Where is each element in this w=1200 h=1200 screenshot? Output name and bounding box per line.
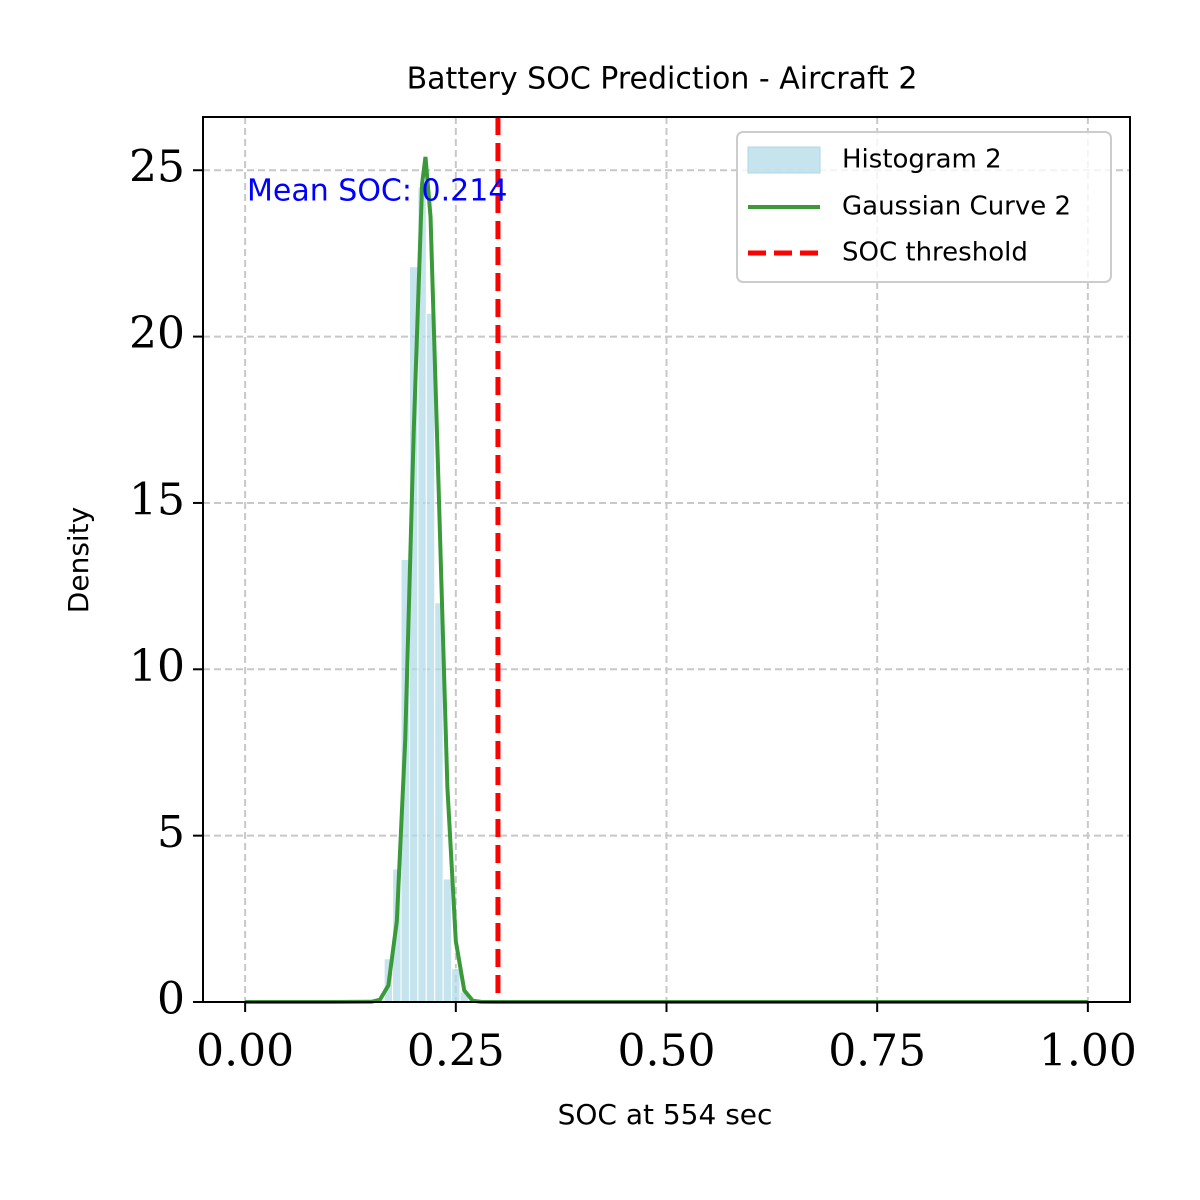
annotation: Mean SOC: 0.214 (247, 174, 507, 209)
gaussian-curve (245, 156, 1088, 1004)
chart-title: Battery SOC Prediction - Aircraft 2 (407, 62, 918, 97)
histogram-bar (442, 878, 453, 1003)
plot-frame (202, 116, 1131, 1003)
legend-label: Gaussian Curve 2 (842, 192, 1071, 222)
x-tick-label: 1.00 (1039, 1026, 1137, 1077)
y-axis-label: Density (62, 507, 95, 613)
histogram-bar (425, 312, 436, 1003)
x-axis-label: SOC at 554 sec (558, 1098, 773, 1131)
y-tick-label: 25 (129, 142, 185, 193)
y-tick-label: 0 (157, 974, 185, 1025)
y-tick-label: 10 (129, 641, 185, 692)
y-tick-label: 15 (129, 474, 185, 525)
y-tick-label: 20 (129, 308, 185, 359)
legend-label: Histogram 2 (842, 145, 1002, 175)
x-tick-label: 0.25 (407, 1026, 505, 1077)
x-tick-label: 0.50 (618, 1026, 716, 1077)
histogram-bar (451, 968, 461, 1003)
x-tick-label: 0.00 (196, 1026, 294, 1077)
legend-label: SOC threshold (842, 238, 1028, 268)
x-tick-label: 0.75 (828, 1026, 926, 1077)
legend-box (736, 131, 1112, 283)
y-tick-label: 5 (157, 807, 185, 858)
legend-swatch (747, 146, 821, 174)
